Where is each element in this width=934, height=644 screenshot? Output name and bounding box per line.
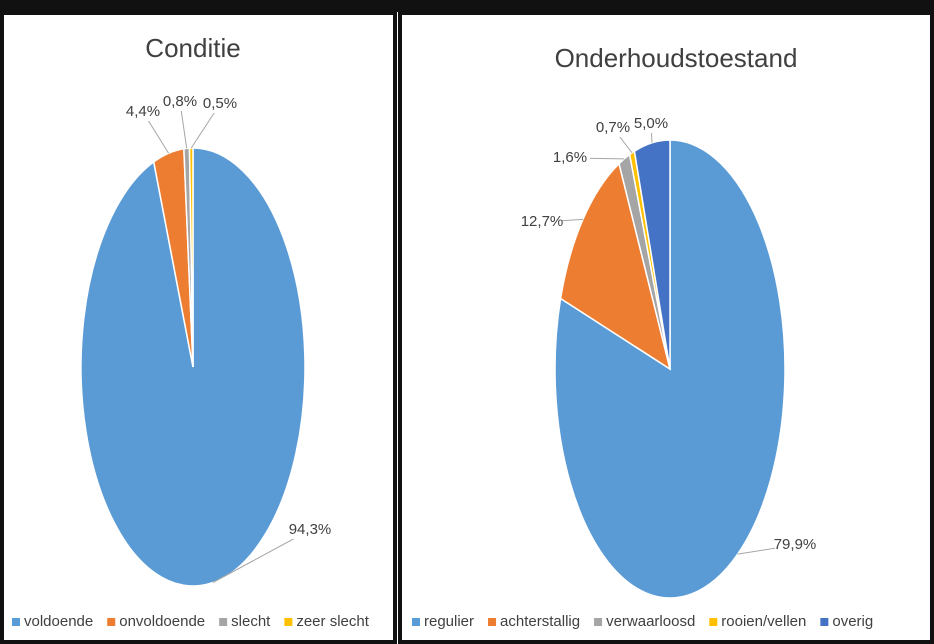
legend-swatch — [709, 618, 718, 626]
legend-label: verwaarloosd — [606, 613, 695, 630]
label-bg — [550, 149, 590, 167]
data-label: 0,8% — [163, 93, 197, 110]
legend-label: regulier — [424, 613, 474, 630]
label-bg — [160, 93, 200, 111]
data-label: 1,6% — [553, 149, 587, 166]
legend-label: rooien/vellen — [721, 613, 806, 630]
top-strip — [0, 0, 934, 12]
legend-label: zeer slecht — [296, 613, 369, 630]
legend-label: achterstallig — [500, 613, 580, 630]
legend-label: overig — [832, 613, 873, 630]
legend-label: voldoende — [24, 613, 93, 630]
label-bg — [775, 536, 815, 554]
legend-label: onvoldoende — [119, 613, 205, 630]
data-label: 0,7% — [596, 119, 630, 136]
chart-title: Onderhoudstoestand — [555, 43, 798, 73]
pie-slice — [559, 162, 672, 371]
label-bg — [593, 119, 633, 137]
label-bg — [290, 521, 330, 539]
legend-swatch — [219, 618, 228, 626]
data-label: 94,3% — [289, 521, 332, 538]
legend-swatch — [594, 618, 603, 626]
legend-swatch — [820, 618, 829, 626]
label-bg — [123, 103, 163, 121]
legend-label: slecht — [231, 613, 271, 630]
data-label: 4,4% — [126, 103, 160, 120]
panel-border — [398, 11, 934, 644]
data-label: 79,9% — [774, 536, 817, 553]
panel-border — [0, 11, 397, 644]
label-bg — [631, 115, 671, 133]
data-label: 0,5% — [203, 95, 237, 112]
data-label: 5,0% — [634, 115, 668, 132]
label-bg — [200, 95, 240, 113]
legend-swatch — [412, 618, 420, 626]
data-label: 12,7% — [521, 213, 564, 230]
legend-swatch — [488, 618, 497, 626]
chart-title: Conditie — [145, 33, 240, 63]
label-bg — [522, 213, 562, 231]
legend-swatch — [284, 618, 293, 626]
legend-swatch — [12, 618, 20, 626]
legend-swatch — [107, 618, 116, 626]
